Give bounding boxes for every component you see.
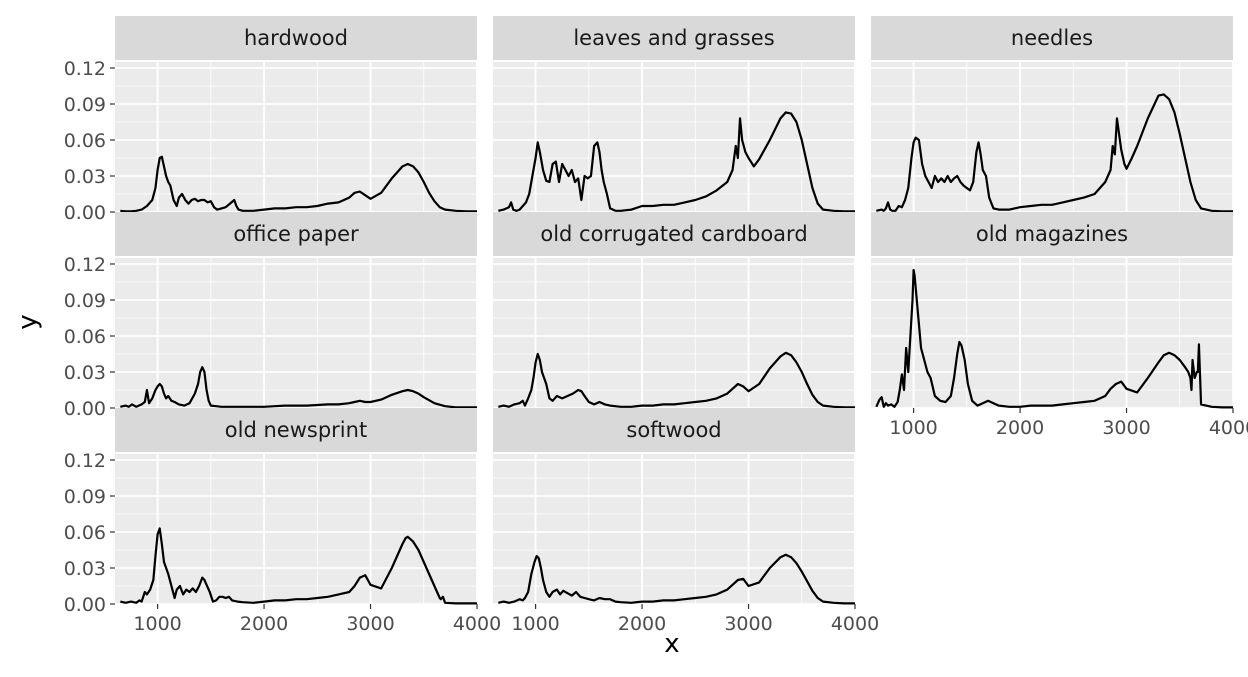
facet-panel-old-magazines: old magazines 1000 2000 3000 4000 <box>871 212 1248 439</box>
y-axis-title: y <box>13 314 43 329</box>
x-tick-label: 4000 <box>453 613 501 635</box>
x-tick-label: 3000 <box>1102 417 1150 439</box>
y-tick-label: 0.03 <box>64 362 106 384</box>
y-tick-label: 0.00 <box>64 202 106 224</box>
facet-strip <box>493 16 855 60</box>
facet-strip <box>115 212 477 256</box>
facet-strip-label: softwood <box>626 418 721 442</box>
facet-strip <box>871 16 1233 60</box>
y-tick-label: 0.03 <box>64 558 106 580</box>
x-tick-label: 2000 <box>240 613 288 635</box>
x-tick-label: 1000 <box>511 613 559 635</box>
y-tick-label: 0.12 <box>64 254 106 276</box>
facet-strip-label: needles <box>1011 26 1093 50</box>
x-tick-label: 3000 <box>724 613 772 635</box>
y-tick-label: 0.12 <box>64 450 106 472</box>
facet-strip-label: hardwood <box>244 26 348 50</box>
panel-background <box>115 454 477 604</box>
facet-strip-label: office paper <box>233 222 359 246</box>
facet-strip <box>115 16 477 60</box>
facet-strip <box>115 408 477 452</box>
facet-panel-old-newsprint: old newsprint 0.00 0.03 0.06 0.09 0.12 1000 200… <box>64 408 501 635</box>
x-tick-label: 3000 <box>346 613 394 635</box>
y-tick-label: 0.06 <box>64 326 106 348</box>
facet-strip <box>493 408 855 452</box>
y-tick-label: 0.00 <box>64 398 106 420</box>
y-tick-label: 0.12 <box>64 58 106 80</box>
facet-panel-hardwood: hardwood 0.00 0.03 0.06 0.09 0.12 <box>64 16 478 224</box>
facet-strip-label: old corrugated cardboard <box>540 222 807 246</box>
x-tick-label: 4000 <box>1209 417 1248 439</box>
series-line <box>498 351 855 409</box>
y-tick-label: 0.09 <box>64 290 106 312</box>
facet-strip-label: old magazines <box>976 222 1128 246</box>
panel-background <box>871 258 1233 408</box>
y-tick-label: 0.00 <box>64 594 106 616</box>
facet-panel-softwood: softwood 1000 2000 3000 4000 <box>493 408 879 635</box>
panel-background <box>871 62 1233 212</box>
x-tick-label: 1000 <box>889 417 937 439</box>
panel-background <box>493 454 855 604</box>
y-tick-label: 0.09 <box>64 94 106 116</box>
series-line <box>875 268 1233 409</box>
series-line <box>876 93 1233 213</box>
series-line <box>498 111 855 213</box>
facet-panel-office-paper: office paper 0.00 0.03 0.06 0.09 0.12 <box>64 212 478 420</box>
facet-panel-needles: needles <box>871 16 1234 213</box>
y-tick-label: 0.06 <box>64 522 106 544</box>
x-tick-label: 2000 <box>996 417 1044 439</box>
y-tick-label: 0.03 <box>64 166 106 188</box>
y-tick-label: 0.06 <box>64 130 106 152</box>
facet-strip-label: old newsprint <box>225 418 367 442</box>
facet-strip-label: leaves and grasses <box>573 26 774 50</box>
x-axis-title: x <box>664 629 679 659</box>
series-line <box>120 155 477 213</box>
facet-strip <box>871 212 1233 256</box>
facet-strip <box>493 212 855 256</box>
panel-background <box>493 258 855 408</box>
x-tick-label: 4000 <box>831 613 879 635</box>
panel-background <box>493 62 855 212</box>
series-line <box>120 366 477 409</box>
x-tick-label: 2000 <box>618 613 666 635</box>
facet-panel-leaves-and-grasses: leaves and grasses <box>493 16 856 213</box>
panel-background <box>115 258 477 408</box>
series-line <box>120 527 477 605</box>
facet-panel-old-corrugated-cardboard: old corrugated cardboard <box>493 212 856 409</box>
y-tick-label: 0.09 <box>64 486 106 508</box>
panel-background <box>115 62 477 212</box>
series-line <box>498 553 855 605</box>
x-tick-label: 1000 <box>133 613 181 635</box>
